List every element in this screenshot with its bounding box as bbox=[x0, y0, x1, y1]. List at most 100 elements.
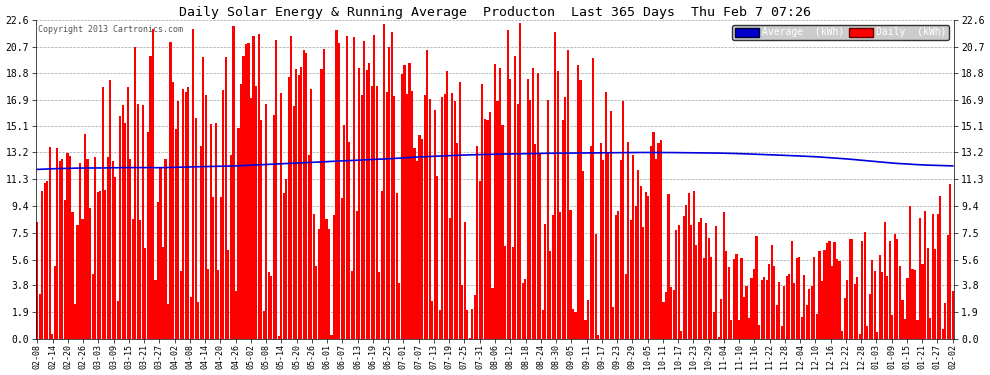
Bar bbox=[610, 111, 612, 339]
Bar bbox=[819, 251, 821, 339]
Bar bbox=[602, 160, 604, 339]
Bar bbox=[466, 310, 468, 339]
Bar bbox=[338, 44, 341, 339]
Bar bbox=[745, 286, 747, 339]
Bar bbox=[336, 30, 338, 339]
Bar bbox=[350, 271, 352, 339]
Bar bbox=[842, 330, 843, 339]
Bar bbox=[532, 68, 534, 339]
Bar bbox=[597, 335, 599, 339]
Bar bbox=[56, 148, 58, 339]
Bar bbox=[424, 95, 426, 339]
Bar bbox=[556, 71, 559, 339]
Bar bbox=[540, 153, 542, 339]
Bar bbox=[496, 101, 499, 339]
Bar bbox=[255, 87, 257, 339]
Bar bbox=[326, 219, 328, 339]
Bar bbox=[821, 281, 823, 339]
Bar bbox=[728, 267, 730, 339]
Bar bbox=[607, 152, 609, 339]
Bar bbox=[86, 159, 89, 339]
Bar bbox=[863, 232, 866, 339]
Title: Daily Solar Energy & Running Average  Producton  Last 365 Days  Thu Feb 7 07:26: Daily Solar Energy & Running Average Pro… bbox=[179, 6, 811, 18]
Bar bbox=[343, 125, 346, 339]
Bar bbox=[509, 79, 511, 339]
Bar bbox=[439, 310, 441, 339]
Bar bbox=[826, 243, 828, 339]
Bar bbox=[944, 303, 946, 339]
Bar bbox=[630, 220, 632, 339]
Bar bbox=[562, 120, 564, 339]
Bar bbox=[393, 96, 395, 339]
Bar bbox=[182, 89, 184, 339]
Bar bbox=[200, 146, 202, 339]
Bar bbox=[622, 100, 625, 339]
Bar bbox=[937, 214, 939, 339]
Bar bbox=[527, 78, 529, 339]
Bar bbox=[512, 247, 514, 339]
Bar bbox=[233, 26, 235, 339]
Bar bbox=[718, 337, 720, 339]
Bar bbox=[370, 86, 373, 339]
Bar bbox=[546, 100, 548, 339]
Bar bbox=[272, 115, 275, 339]
Bar bbox=[922, 264, 924, 339]
Bar bbox=[633, 155, 635, 339]
Bar bbox=[662, 302, 664, 339]
Bar bbox=[675, 230, 677, 339]
Bar bbox=[793, 284, 795, 339]
Bar bbox=[582, 171, 584, 339]
Legend: Average  (kWh), Daily  (kWh): Average (kWh), Daily (kWh) bbox=[733, 25, 949, 40]
Bar bbox=[149, 56, 151, 339]
Bar bbox=[142, 105, 144, 339]
Bar bbox=[69, 156, 71, 339]
Bar bbox=[114, 177, 116, 339]
Bar bbox=[257, 34, 259, 339]
Bar bbox=[806, 305, 808, 339]
Bar bbox=[919, 218, 921, 339]
Bar bbox=[316, 266, 318, 339]
Bar bbox=[620, 160, 622, 339]
Bar bbox=[89, 208, 91, 339]
Bar bbox=[600, 142, 602, 339]
Bar bbox=[360, 95, 362, 339]
Bar bbox=[217, 270, 220, 339]
Bar bbox=[814, 257, 816, 339]
Bar bbox=[929, 318, 932, 339]
Bar bbox=[507, 30, 509, 339]
Bar bbox=[564, 97, 566, 339]
Bar bbox=[703, 258, 705, 339]
Bar bbox=[672, 290, 674, 339]
Bar bbox=[252, 36, 254, 339]
Bar bbox=[625, 274, 627, 339]
Bar bbox=[107, 157, 109, 339]
Bar bbox=[670, 287, 672, 339]
Bar bbox=[504, 246, 506, 339]
Bar bbox=[53, 266, 55, 339]
Bar bbox=[298, 75, 300, 339]
Bar bbox=[889, 241, 891, 339]
Bar bbox=[894, 234, 896, 339]
Bar bbox=[162, 246, 164, 339]
Bar bbox=[147, 132, 148, 339]
Bar bbox=[579, 80, 581, 339]
Bar bbox=[378, 272, 380, 339]
Bar bbox=[212, 197, 215, 339]
Bar bbox=[628, 142, 630, 339]
Bar bbox=[137, 104, 139, 339]
Bar bbox=[589, 146, 592, 339]
Bar bbox=[726, 251, 728, 339]
Bar bbox=[451, 93, 453, 339]
Bar bbox=[446, 71, 448, 339]
Bar bbox=[584, 320, 587, 339]
Bar bbox=[293, 106, 295, 339]
Bar bbox=[713, 312, 715, 339]
Bar bbox=[321, 69, 323, 339]
Bar bbox=[742, 297, 745, 339]
Bar bbox=[202, 57, 204, 339]
Bar bbox=[657, 143, 659, 339]
Bar bbox=[308, 154, 310, 339]
Bar bbox=[738, 320, 741, 339]
Bar bbox=[909, 206, 911, 339]
Bar bbox=[690, 225, 692, 339]
